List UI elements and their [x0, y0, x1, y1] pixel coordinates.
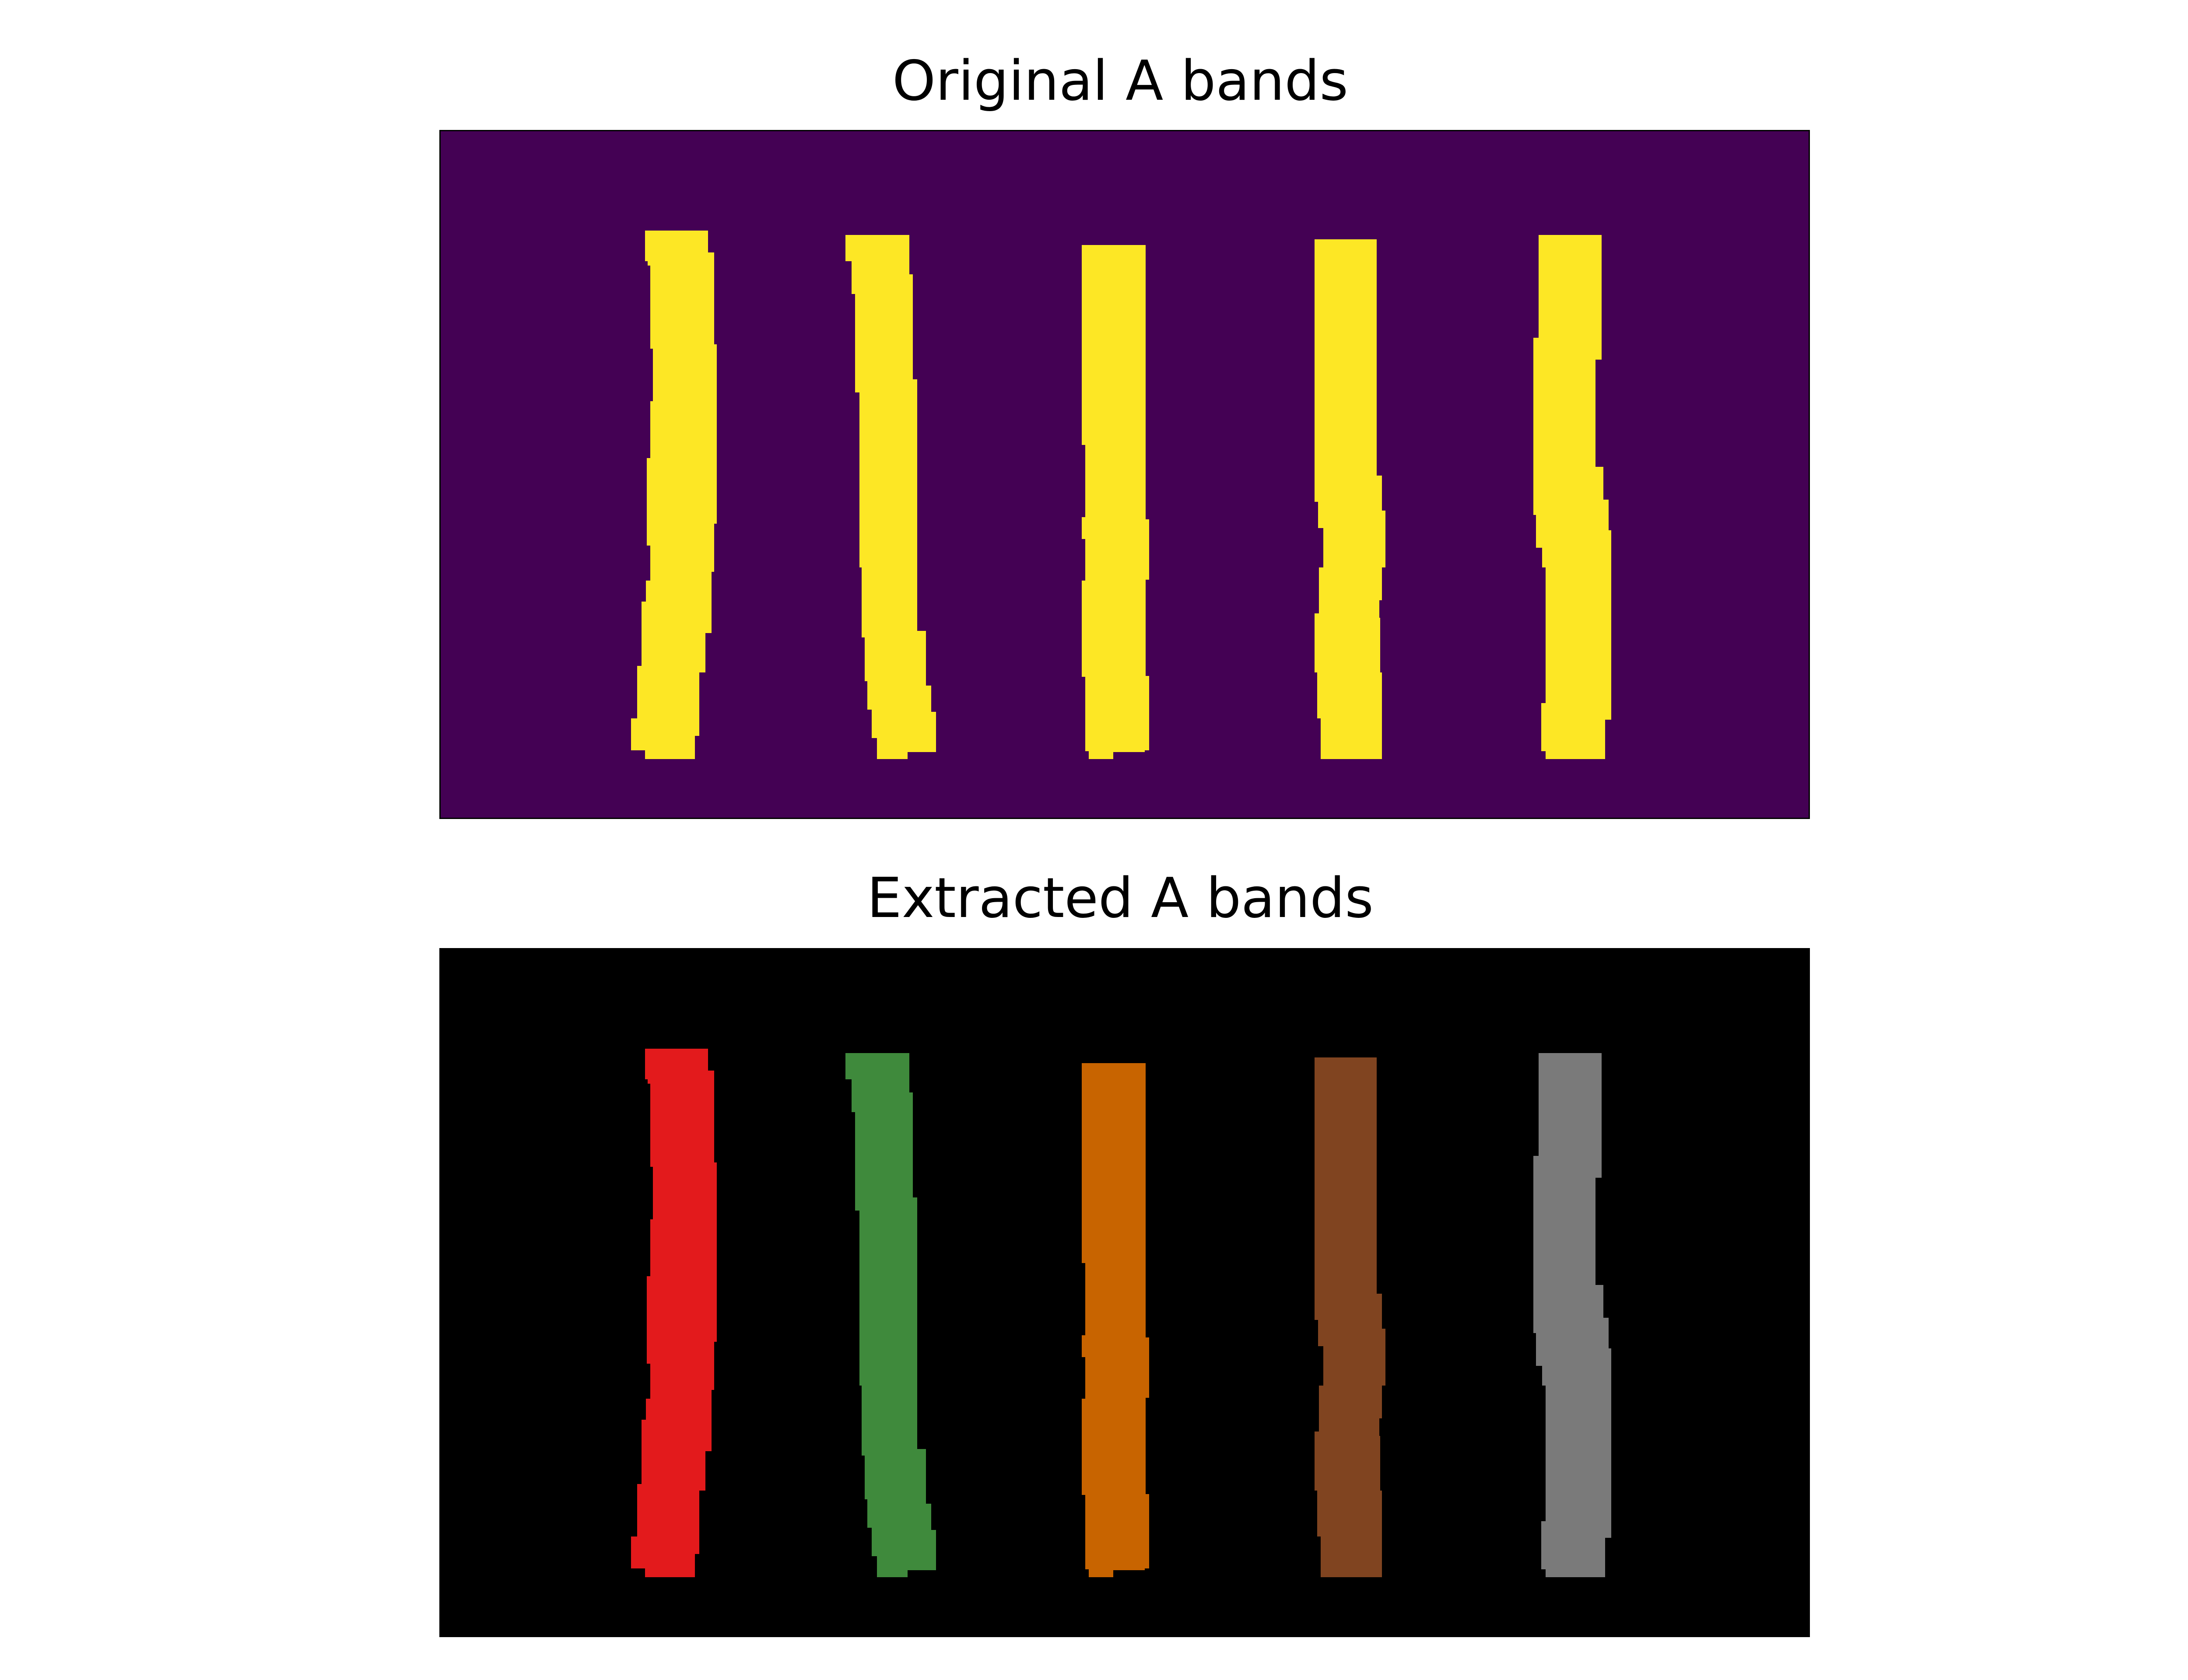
extracted-band-1: [631, 1049, 717, 1577]
extracted-band-4: [1315, 1057, 1385, 1577]
extracted-band-2: [845, 1053, 936, 1577]
original-band-3: [1082, 245, 1149, 759]
original-band-1: [631, 231, 717, 759]
original-bands-image: [439, 130, 1810, 819]
top-panel-title: Original A bands: [892, 49, 1349, 113]
extracted-band-3: [1082, 1063, 1149, 1577]
bottom-panel-title: Extracted A bands: [867, 866, 1374, 930]
extracted-band-5: [1533, 1053, 1611, 1577]
original-band-4: [1315, 239, 1385, 759]
original-band-5: [1533, 235, 1611, 759]
original-band-2: [845, 235, 936, 759]
extracted-bands-image: [439, 948, 1810, 1637]
